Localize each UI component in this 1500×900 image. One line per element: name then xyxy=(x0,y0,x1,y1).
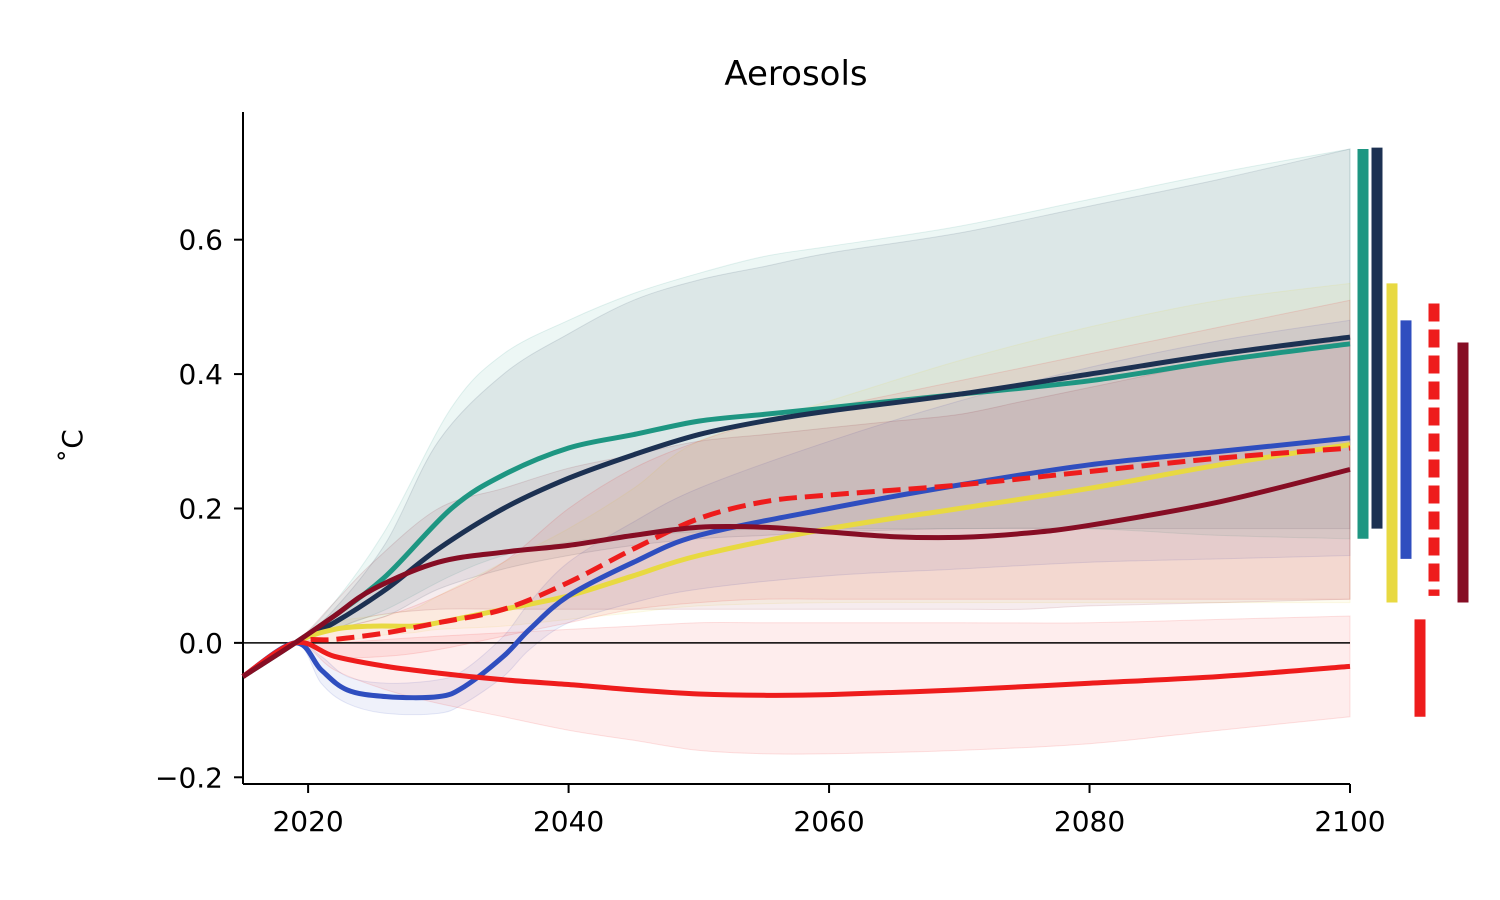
series-line-2 xyxy=(241,334,1351,679)
x-tick-label-2040: 2040 xyxy=(533,805,604,838)
y-tick-label-3: 0.4 xyxy=(178,358,223,391)
y-tick-label-0: −0.2 xyxy=(155,761,223,794)
series-line-6 xyxy=(241,639,1351,698)
series-lines xyxy=(241,334,1351,701)
series-line-4 xyxy=(241,435,1351,701)
chart-title: Aerosols xyxy=(724,54,867,94)
y-tick-label-1: 0.0 xyxy=(178,627,223,660)
series-line-3 xyxy=(241,442,1351,679)
y-tick-label-4: 0.6 xyxy=(178,224,223,257)
axes: 2020 2040 2060 2080 2100 −0.2 0.0 0.2 0.4 0.6 xyxy=(155,112,1386,838)
uncertainty-band-6 xyxy=(242,615,1351,755)
series-line-5 xyxy=(241,445,1351,679)
y-tick-label-2: 0.2 xyxy=(178,492,223,525)
x-tick-label-2020: 2020 xyxy=(272,805,343,838)
x-tick-label-2080: 2080 xyxy=(1054,805,1125,838)
y-axis-label: ˚C xyxy=(56,429,89,463)
x-tick-label-2100: 2100 xyxy=(1314,805,1385,838)
series-line-7 xyxy=(241,467,1351,679)
uncertainty-band-4 xyxy=(242,319,1351,716)
range-bars xyxy=(1357,147,1469,717)
x-tick-label-2060: 2060 xyxy=(793,805,864,838)
confidence-bands xyxy=(242,148,1351,755)
